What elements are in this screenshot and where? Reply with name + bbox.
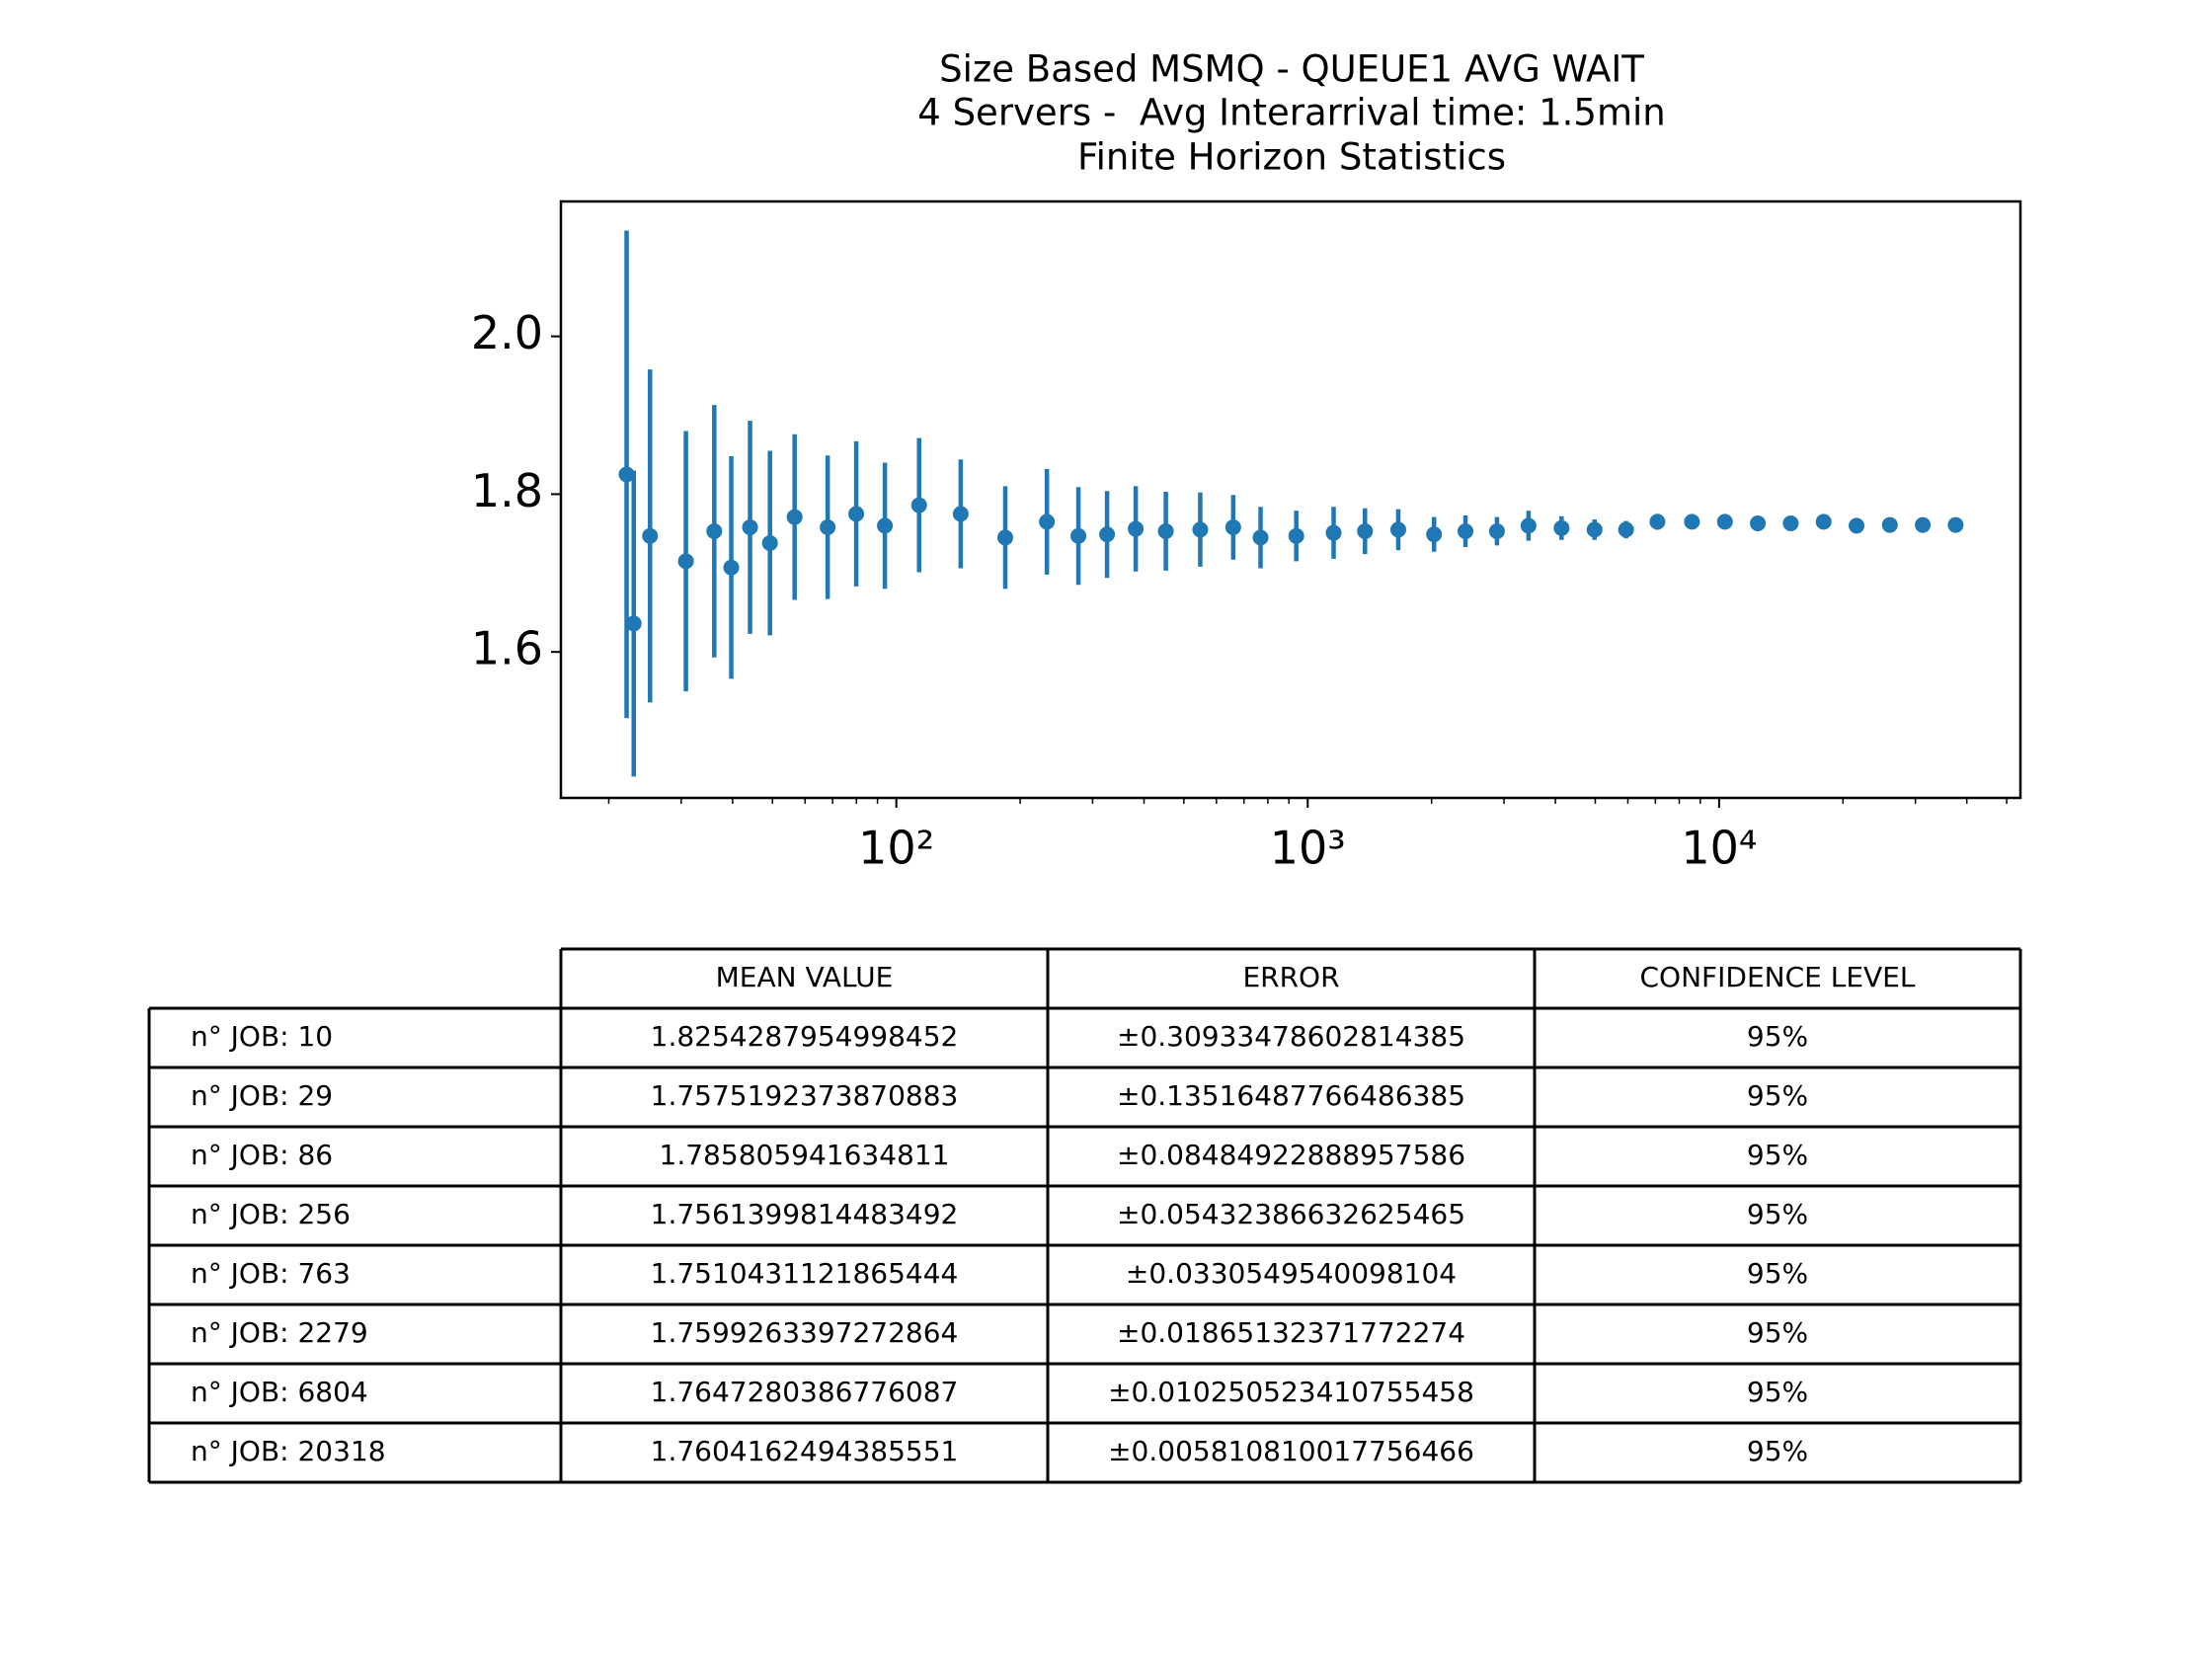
table-header: MEAN VALUE <box>716 961 894 993</box>
row-label: n° JOB: 763 <box>191 1257 351 1290</box>
data-point <box>1157 522 1174 539</box>
table-cell: 1.7561399814483492 <box>651 1198 959 1230</box>
data-point <box>1947 516 1964 533</box>
data-point <box>877 517 894 534</box>
data-point <box>996 529 1013 546</box>
data-point <box>1553 519 1570 536</box>
data-point <box>1288 527 1304 544</box>
table-cell: 95% <box>1747 1020 1808 1053</box>
data-point <box>1070 527 1087 544</box>
row-label: n° JOB: 6804 <box>191 1376 368 1408</box>
table-cell: 1.7647280386776087 <box>651 1376 959 1408</box>
table-cell: 95% <box>1747 1139 1808 1171</box>
table-cell: 95% <box>1747 1435 1808 1467</box>
data-point <box>625 615 642 632</box>
table-cell: 1.7510431121865444 <box>651 1257 959 1290</box>
data-point <box>1192 521 1209 538</box>
data-point <box>910 497 927 514</box>
data-point <box>1815 514 1832 530</box>
data-point <box>1389 521 1406 538</box>
data-point <box>1915 516 1932 533</box>
table-cell: 95% <box>1747 1198 1808 1230</box>
table-cell: 1.7599263397272864 <box>651 1316 959 1349</box>
table-cell: 1.7575192373870883 <box>651 1079 959 1112</box>
chart-subtitle: 4 Servers - Avg Interarrival time: 1.5mi… <box>917 92 1665 134</box>
table-cell: 95% <box>1747 1376 1808 1408</box>
data-point <box>742 518 758 535</box>
data-point <box>1782 514 1799 531</box>
data-point <box>820 518 836 535</box>
chart-subtitle: Finite Horizon Statistics <box>1077 136 1506 179</box>
data-point <box>706 522 723 539</box>
table-cell: 95% <box>1747 1316 1808 1349</box>
data-point <box>1649 514 1666 530</box>
row-label: n° JOB: 29 <box>191 1079 333 1112</box>
table-cell: 95% <box>1747 1257 1808 1290</box>
table-cell: ±0.005810810017756466 <box>1108 1435 1474 1467</box>
table-header: ERROR <box>1242 961 1339 993</box>
data-point <box>1128 520 1145 537</box>
table-cell: ±0.05432386632625465 <box>1117 1198 1465 1230</box>
data-point <box>1426 526 1443 543</box>
data-point <box>1039 514 1056 530</box>
table-cell: ±0.0330549540098104 <box>1126 1257 1457 1290</box>
data-point <box>642 527 659 544</box>
data-point <box>1520 517 1537 534</box>
table-header: CONFIDENCE LEVEL <box>1640 961 1916 993</box>
y-tick-label: 1.6 <box>471 622 543 675</box>
row-label: n° JOB: 2279 <box>191 1316 368 1349</box>
data-point <box>1716 514 1733 530</box>
chart-title: Size Based MSMQ - QUEUE1 AVG WAIT <box>939 48 1644 91</box>
y-tick-label: 2.0 <box>471 306 543 359</box>
table-cell: 1.785805941634811 <box>660 1139 950 1171</box>
x-tick-label: 10³ <box>1270 822 1346 875</box>
data-point <box>1252 529 1269 546</box>
data-point <box>1881 516 1898 533</box>
x-tick-label: 10⁴ <box>1681 822 1757 875</box>
row-label: n° JOB: 10 <box>191 1020 333 1053</box>
data-point <box>723 559 740 576</box>
data-point <box>1224 518 1241 535</box>
table-cell: ±0.13516487766486385 <box>1117 1079 1465 1112</box>
row-label: n° JOB: 86 <box>191 1139 333 1171</box>
table-cell: ±0.08484922888957586 <box>1117 1139 1465 1171</box>
data-point <box>1586 521 1603 538</box>
data-point <box>786 509 803 525</box>
data-point <box>1684 514 1700 530</box>
data-point <box>1357 522 1374 539</box>
table-cell: 95% <box>1747 1079 1808 1112</box>
data-point <box>1325 524 1342 541</box>
x-tick-label: 10² <box>858 822 934 875</box>
table-cell: ±0.30933478602814385 <box>1117 1020 1465 1053</box>
data-point <box>761 534 778 551</box>
data-point <box>1099 526 1116 543</box>
data-point <box>1849 517 1865 534</box>
table-cell: 1.7604162494385551 <box>651 1435 959 1467</box>
table-cell: ±0.010250523410755458 <box>1108 1376 1474 1408</box>
plot-frame <box>559 199 2022 800</box>
table-cell: ±0.01865132371772274 <box>1117 1316 1465 1349</box>
row-label: n° JOB: 256 <box>191 1198 351 1230</box>
data-point <box>1458 522 1474 539</box>
data-point <box>848 506 865 522</box>
data-point <box>677 553 694 570</box>
y-tick-label: 1.8 <box>471 464 543 517</box>
data-point <box>1618 521 1634 538</box>
table-cell: 1.8254287954998452 <box>651 1020 959 1053</box>
data-point <box>618 466 635 483</box>
data-point <box>1750 514 1767 531</box>
data-point <box>952 506 969 522</box>
row-label: n° JOB: 20318 <box>191 1435 386 1467</box>
data-point <box>1488 522 1505 539</box>
